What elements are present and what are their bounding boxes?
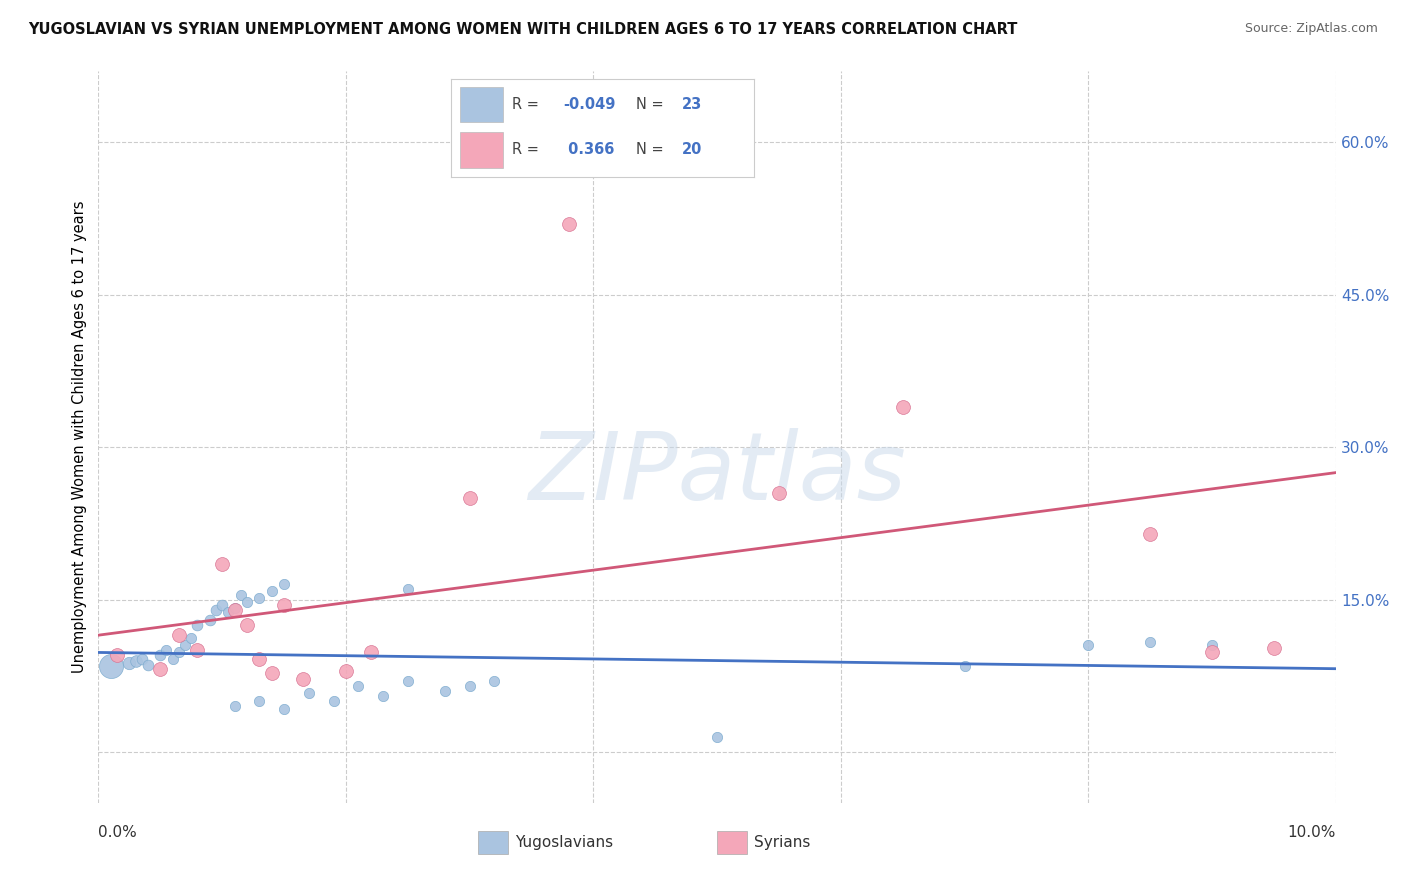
- Point: [149, 648, 172, 663]
- Point: [180, 632, 202, 646]
- Point: [484, 673, 506, 688]
- Point: [273, 577, 295, 591]
- Point: [211, 598, 233, 612]
- Point: [322, 694, 344, 708]
- Point: [167, 645, 190, 659]
- Point: [335, 664, 357, 678]
- Text: YUGOSLAVIAN VS SYRIAN UNEMPLOYMENT AMONG WOMEN WITH CHILDREN AGES 6 TO 17 YEARS : YUGOSLAVIAN VS SYRIAN UNEMPLOYMENT AMONG…: [28, 22, 1018, 37]
- Point: [891, 400, 914, 414]
- Point: [706, 730, 728, 744]
- Point: [1201, 645, 1223, 659]
- Point: [360, 645, 382, 659]
- Point: [273, 702, 295, 716]
- Point: [224, 699, 246, 714]
- Point: [100, 658, 122, 673]
- Point: [155, 643, 177, 657]
- Point: [557, 217, 579, 231]
- Point: [236, 594, 259, 608]
- Point: [205, 603, 228, 617]
- Point: [198, 613, 221, 627]
- Point: [211, 557, 233, 571]
- Point: [347, 679, 370, 693]
- Point: [118, 656, 141, 670]
- Point: [162, 651, 184, 665]
- Point: [458, 491, 481, 505]
- Point: [131, 651, 153, 665]
- Point: [247, 694, 270, 708]
- Point: [224, 600, 246, 615]
- Point: [186, 643, 208, 657]
- Point: [1263, 641, 1285, 656]
- Point: [396, 673, 419, 688]
- Text: Yugoslavians: Yugoslavians: [516, 836, 613, 850]
- Point: [186, 618, 208, 632]
- Text: 10.0%: 10.0%: [1288, 825, 1336, 840]
- Point: [1139, 635, 1161, 649]
- Text: ZIPatlas: ZIPatlas: [529, 428, 905, 519]
- Point: [136, 657, 159, 672]
- Point: [124, 654, 146, 668]
- Point: [1201, 638, 1223, 652]
- Point: [1139, 526, 1161, 541]
- Point: [260, 584, 283, 599]
- Point: [247, 591, 270, 605]
- Y-axis label: Unemployment Among Women with Children Ages 6 to 17 years: Unemployment Among Women with Children A…: [72, 201, 87, 673]
- Point: [273, 598, 295, 612]
- Point: [260, 665, 283, 680]
- Point: [396, 582, 419, 597]
- Point: [174, 638, 197, 652]
- Point: [105, 648, 128, 663]
- Point: [217, 605, 239, 619]
- Point: [149, 662, 172, 676]
- Point: [433, 684, 456, 698]
- Point: [298, 686, 321, 700]
- Text: Source: ZipAtlas.com: Source: ZipAtlas.com: [1244, 22, 1378, 36]
- Text: 0.0%: 0.0%: [98, 825, 138, 840]
- Point: [247, 651, 270, 665]
- Point: [371, 689, 394, 703]
- Point: [291, 672, 314, 686]
- Point: [458, 679, 481, 693]
- Point: [167, 628, 190, 642]
- Point: [224, 603, 246, 617]
- Point: [236, 618, 259, 632]
- Text: Syrians: Syrians: [755, 836, 811, 850]
- Point: [1077, 638, 1099, 652]
- Point: [953, 658, 976, 673]
- Point: [229, 588, 252, 602]
- Point: [768, 486, 790, 500]
